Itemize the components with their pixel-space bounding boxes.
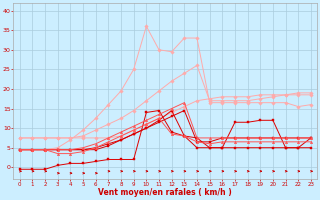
X-axis label: Vent moyen/en rafales ( km/h ): Vent moyen/en rafales ( km/h ) [99,188,232,197]
